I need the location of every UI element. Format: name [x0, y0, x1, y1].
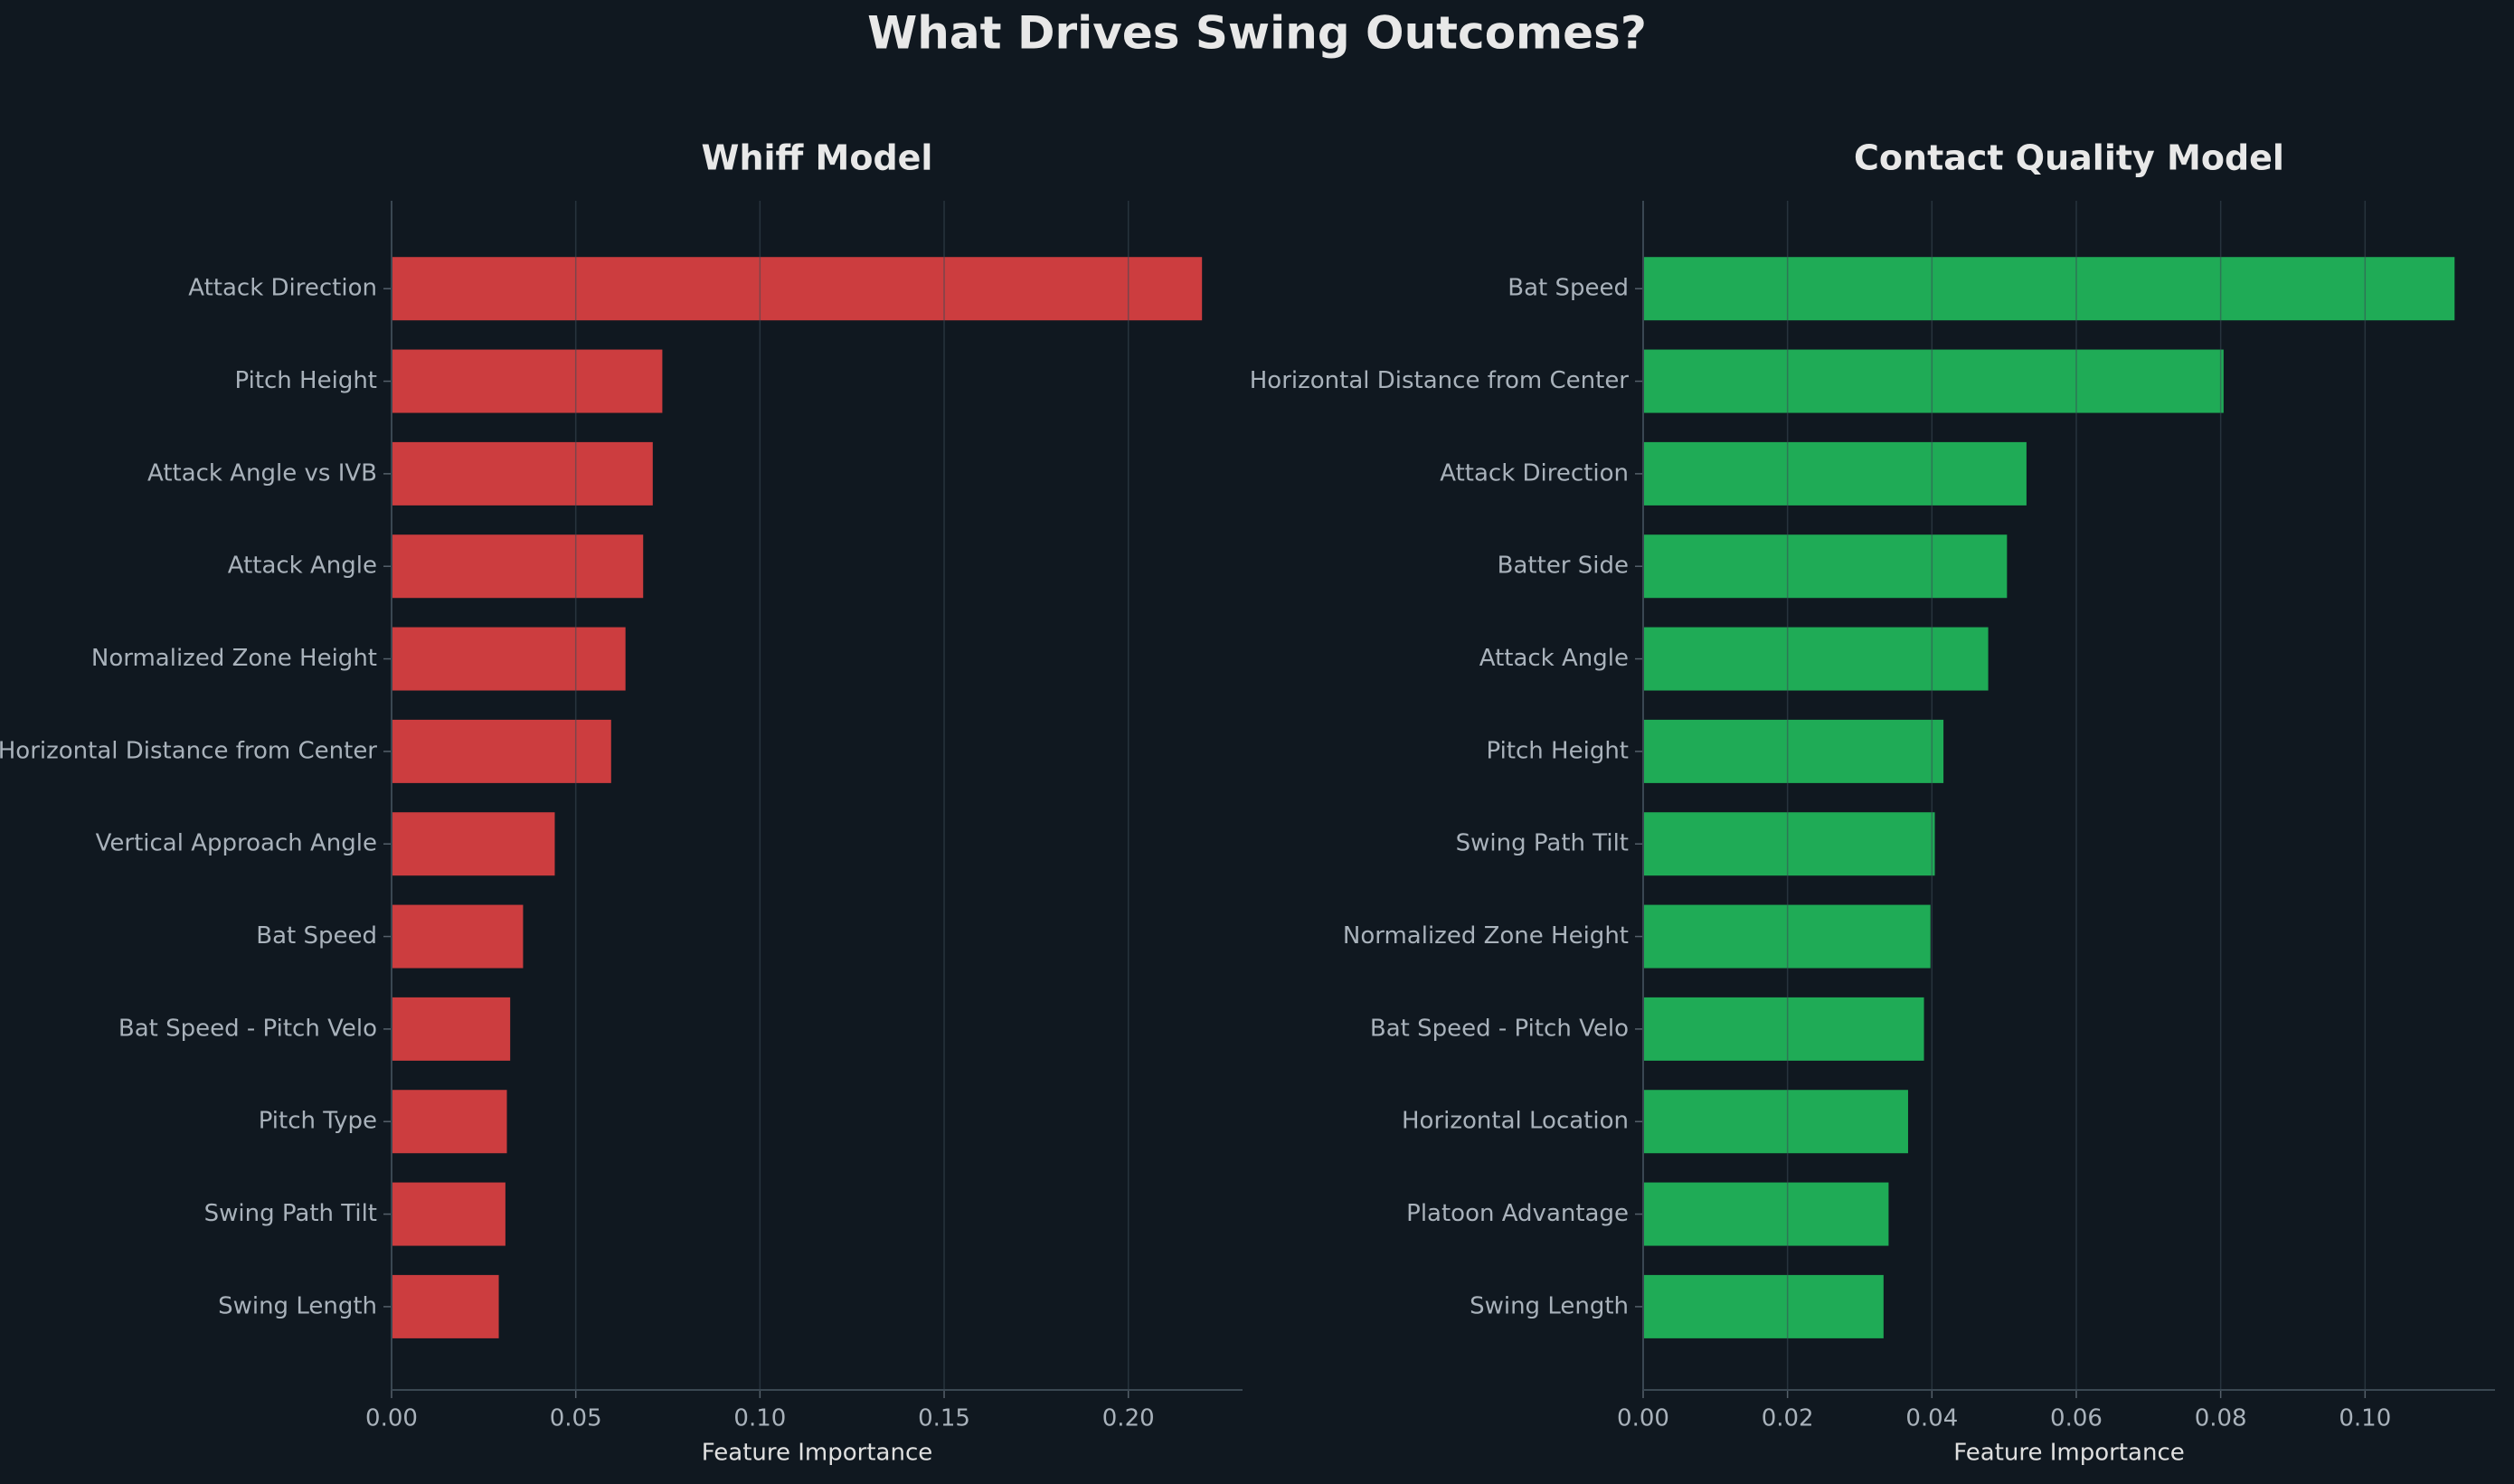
y-tick-label: Swing Path Tilt	[204, 1200, 377, 1227]
x-tick-label: 0.15	[918, 1405, 970, 1432]
bar	[1643, 1274, 1884, 1338]
bar	[392, 812, 555, 876]
y-tick-label: Attack Angle	[1479, 645, 1629, 672]
x-tick-label: 0.10	[2339, 1405, 2391, 1432]
y-tick-label: Horizontal Location	[1402, 1108, 1629, 1135]
y-tick-label: Attack Direction	[188, 275, 377, 302]
x-tick-label: 0.00	[365, 1405, 418, 1432]
bar	[1643, 627, 1989, 691]
y-tick-label: Bat Speed - Pitch Velo	[1370, 1015, 1629, 1042]
figure-title: What Drives Swing Outcomes?	[867, 7, 1647, 60]
y-tick-label: Bat Speed	[256, 922, 377, 950]
y-tick-label: Pitch Height	[1486, 737, 1629, 764]
x-tick-label: 0.05	[550, 1405, 602, 1432]
bar	[392, 1090, 507, 1154]
x-tick-label: 0.04	[1905, 1405, 1958, 1432]
y-tick-label: Horizontal Distance from Center	[1250, 367, 1630, 394]
bar	[1643, 904, 1931, 969]
y-tick-label: Pitch Height	[234, 367, 377, 394]
y-tick-label: Attack Angle vs IVB	[147, 459, 377, 487]
bar	[1643, 1182, 1889, 1246]
bar	[1643, 441, 2027, 506]
y-tick-label: Swing Length	[218, 1292, 377, 1319]
x-tick-label: 0.06	[2050, 1405, 2103, 1432]
x-tick-label: 0.20	[1102, 1405, 1155, 1432]
bar	[1643, 812, 1935, 876]
bar	[392, 1274, 499, 1338]
bar	[392, 257, 1203, 321]
bar	[392, 349, 663, 413]
bar	[1643, 257, 2455, 321]
subplot-title: Whiff Model	[702, 138, 933, 178]
x-tick-label: 0.00	[1617, 1405, 1669, 1432]
y-tick-label: Bat Speed - Pitch Velo	[118, 1015, 377, 1042]
bar	[1643, 534, 2008, 599]
x-axis-label: Feature Importance	[702, 1440, 933, 1467]
y-tick-label: Attack Direction	[1440, 459, 1629, 487]
bar	[392, 719, 611, 783]
bar	[1643, 719, 1944, 783]
bar	[1643, 1090, 1908, 1154]
x-axis-label: Feature Importance	[1953, 1440, 2185, 1467]
bar	[392, 997, 511, 1061]
subplot-title: Contact Quality Model	[1854, 138, 2284, 178]
y-tick-label: Platoon Advantage	[1406, 1200, 1629, 1227]
bar	[392, 627, 626, 691]
bar	[392, 441, 653, 506]
y-tick-label: Bat Speed	[1507, 275, 1629, 302]
bar	[1643, 349, 2224, 413]
y-tick-label: Horizontal Distance from Center	[0, 737, 377, 764]
bar	[392, 904, 524, 969]
y-tick-label: Pitch Type	[259, 1108, 377, 1135]
y-tick-label: Swing Path Tilt	[1456, 830, 1629, 857]
y-tick-label: Normalized Zone Height	[1343, 922, 1629, 950]
y-tick-label: Normalized Zone Height	[91, 645, 377, 672]
x-tick-label: 0.02	[1762, 1405, 1814, 1432]
x-tick-label: 0.10	[733, 1405, 786, 1432]
bar	[392, 534, 644, 599]
y-tick-label: Batter Side	[1498, 553, 1629, 580]
y-tick-label: Attack Angle	[228, 553, 377, 580]
bar	[1643, 997, 1924, 1061]
bar	[392, 1182, 506, 1246]
x-tick-label: 0.08	[2195, 1405, 2247, 1432]
y-tick-label: Vertical Approach Angle	[96, 830, 377, 857]
y-tick-label: Swing Length	[1470, 1292, 1629, 1319]
